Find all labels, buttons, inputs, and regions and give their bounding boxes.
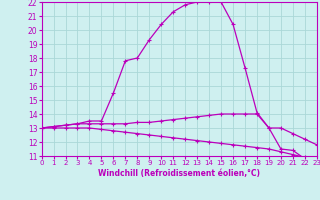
X-axis label: Windchill (Refroidissement éolien,°C): Windchill (Refroidissement éolien,°C) bbox=[98, 169, 260, 178]
